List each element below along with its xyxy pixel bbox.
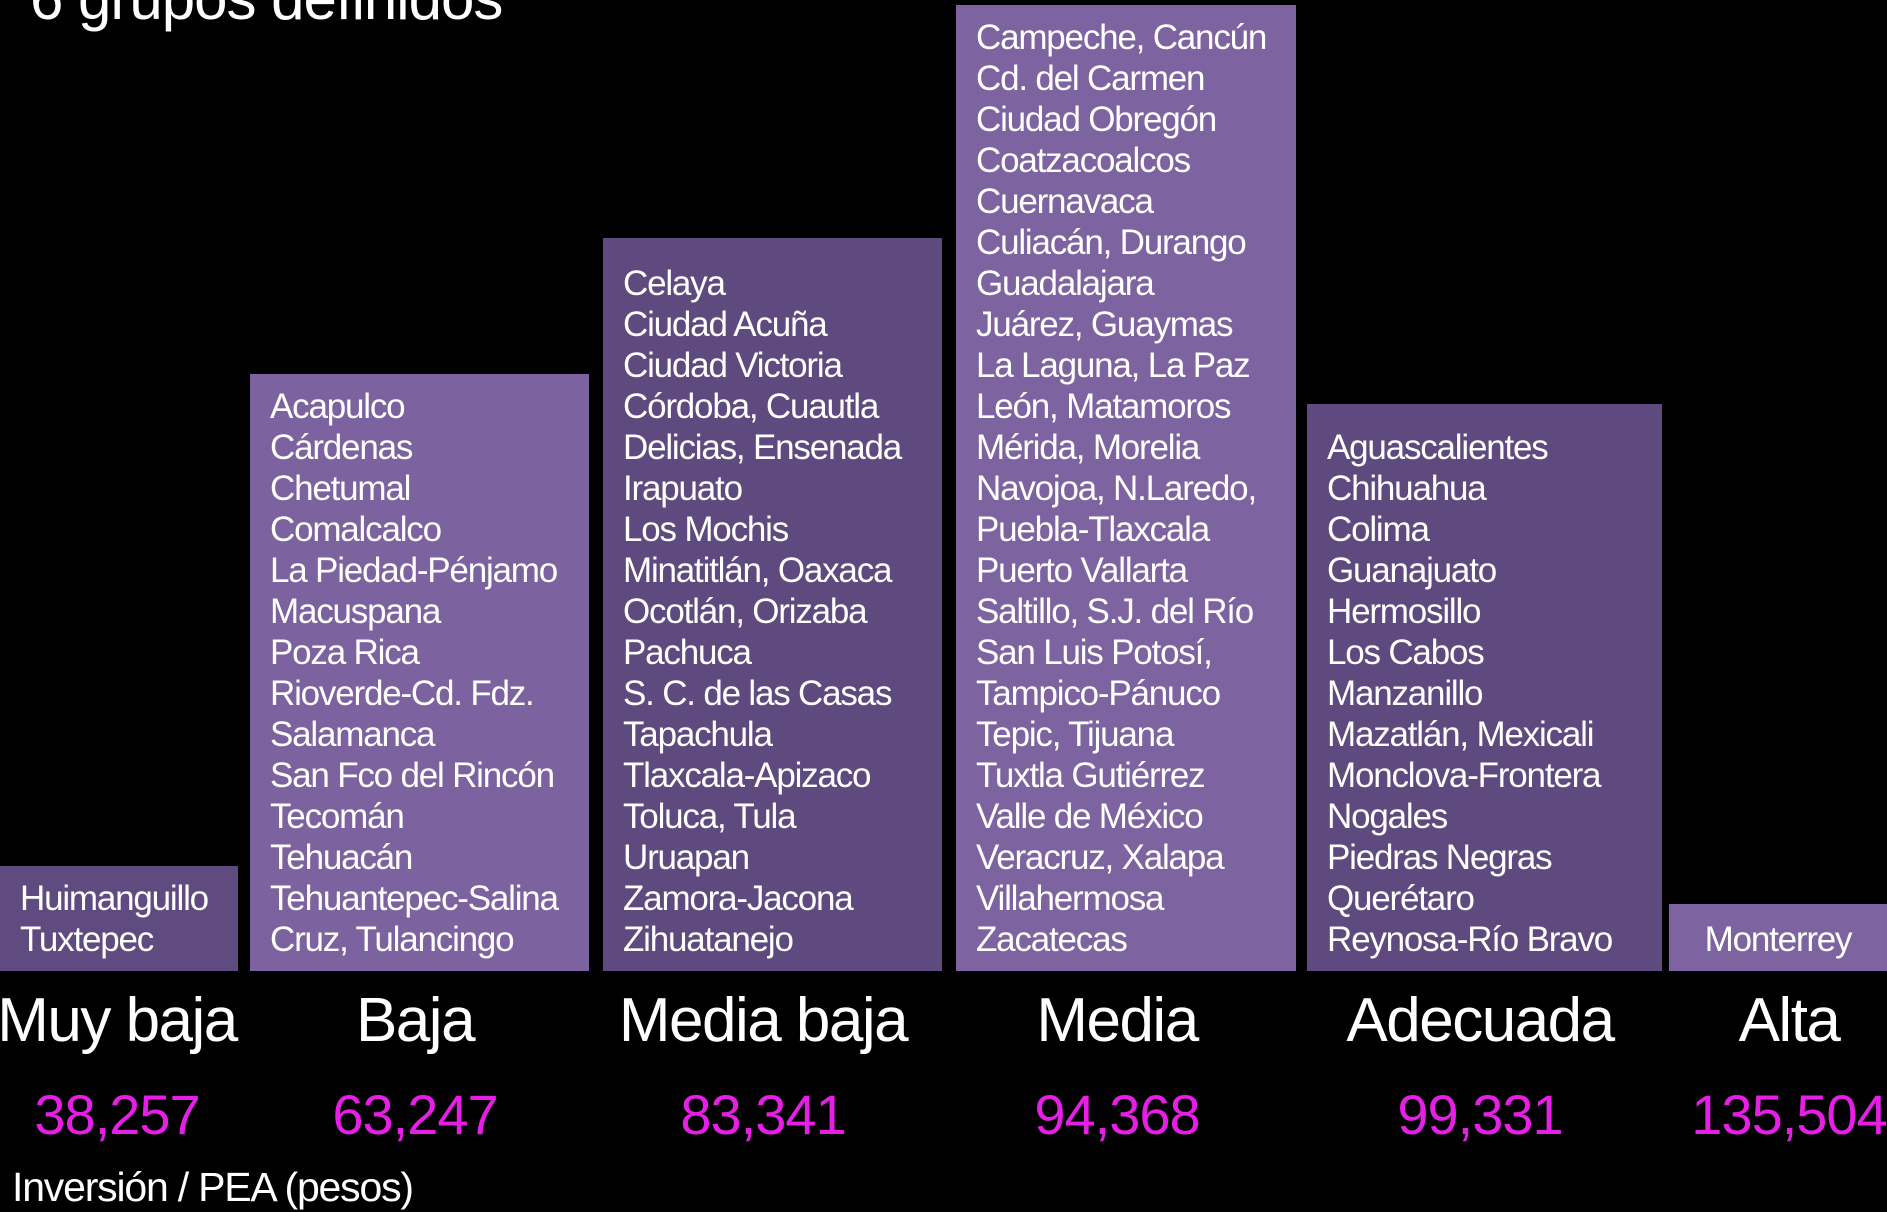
city-name: Manzanillo: [1327, 674, 1484, 713]
city-name: Huimanguillo: [20, 879, 209, 918]
city-name: Tuxtla Gutiérrez: [976, 756, 1206, 795]
city-name: Tepic, Tijuana: [976, 715, 1174, 754]
city-name: Zacatecas: [976, 920, 1128, 959]
city-name: Comalcalco: [270, 510, 442, 549]
city-name: Saltillo, S.J. del Río: [976, 592, 1254, 631]
city-name: Tuxtepec: [20, 920, 154, 959]
city-name: Celaya: [623, 264, 726, 303]
city-name: Campeche, Cancún: [976, 18, 1267, 57]
city-name: Mazatlán, Mexicali: [1327, 715, 1594, 754]
city-name: Minatitlán, Oaxaca: [623, 551, 892, 590]
city-name: Zihuatanejo: [623, 920, 794, 959]
city-name: Macuspana: [270, 592, 441, 631]
city-name: Coatzacoalcos: [976, 141, 1191, 180]
group-box: Celaya Ciudad Acuña Ciudad Victoria Córdoba…: [603, 238, 942, 971]
group-label: Adecuada: [1346, 986, 1615, 1055]
city-name: Reynosa-Río Bravo: [1327, 920, 1613, 959]
city-name: San Luis Potosí,: [976, 633, 1213, 672]
city-name: S. C. de las Casas: [623, 674, 892, 713]
city-name: Navojoa, N.Laredo,: [976, 469, 1257, 508]
city-name: Rioverde-Cd. Fdz.: [270, 674, 535, 713]
city-name: Colima: [1327, 510, 1430, 549]
city-name: Veracruz, Xalapa: [976, 838, 1225, 877]
city-name: San Fco del Rincón: [270, 756, 555, 795]
city-name: Tlaxcala-Apizaco: [623, 756, 872, 795]
city-name: Guadalajara: [976, 264, 1155, 303]
group-value: 83,341: [680, 1083, 846, 1146]
city-name: Aguascalientes: [1327, 428, 1549, 467]
city-name: Acapulco: [270, 387, 406, 426]
city-name: Ciudad Acuña: [623, 305, 828, 344]
city-name: Zamora-Jacona: [623, 879, 854, 918]
city-name: Ciudad Obregón: [976, 100, 1217, 139]
city-name: Delicias, Ensenada: [623, 428, 902, 467]
city-name: Salamanca: [270, 715, 436, 754]
group-label: Media baja: [618, 986, 909, 1055]
city-name: Irapuato: [623, 469, 743, 508]
city-name: La Laguna, La Paz: [976, 346, 1251, 385]
city-name: Juárez, Guaymas: [976, 305, 1233, 344]
city-name: Tehuacán: [270, 838, 413, 877]
slide-title: 6 grupos definidos: [30, 0, 503, 33]
group-value: 135,504: [1691, 1083, 1887, 1146]
axis-caption: Inversión / PEA (pesos): [12, 1164, 414, 1210]
group-box: Monterrey: [1669, 904, 1887, 971]
group-value: 38,257: [34, 1083, 200, 1146]
city-name: La Piedad-Pénjamo: [270, 551, 558, 590]
city-name: Piedras Negras: [1327, 838, 1553, 877]
city-name: Monterrey: [1704, 920, 1853, 959]
group-box: Acapulco Cárdenas Chetumal Comalcalco La Pie…: [250, 374, 589, 971]
city-name: Valle de México: [976, 797, 1204, 836]
city-name: Pachuca: [623, 633, 752, 672]
group-box: Campeche, Cancún Cd. del Carmen Ciudad Obr…: [956, 5, 1296, 971]
group-box: Aguascalientes Chihuahua Colima Guanajuato H…: [1307, 404, 1662, 971]
city-name: Ocotlán, Orizaba: [623, 592, 868, 631]
group-value: 63,247: [332, 1083, 498, 1146]
city-name: Tampico-Pánuco: [976, 674, 1221, 713]
city-name: Querétaro: [1327, 879, 1475, 918]
city-name: Poza Rica: [270, 633, 420, 672]
city-name: Chihuahua: [1327, 469, 1487, 508]
city-name: Cruz, Tulancingo: [270, 920, 515, 959]
group-value: 99,331: [1397, 1083, 1563, 1146]
city-name: Uruapan: [623, 838, 750, 877]
city-name: Puerto Vallarta: [976, 551, 1188, 590]
city-name: Tapachula: [623, 715, 773, 754]
city-name: Tehuantepec-Salina: [270, 879, 559, 918]
city-name: Monclova-Frontera: [1327, 756, 1602, 795]
group-box: Huimanguillo Tuxtepec: [0, 866, 238, 971]
city-name: Los Cabos: [1327, 633, 1485, 672]
city-name: León, Matamoros: [976, 387, 1232, 426]
city-name: Los Mochis: [623, 510, 789, 549]
city-name: Chetumal: [270, 469, 411, 508]
city-name: Cuernavaca: [976, 182, 1154, 221]
city-name: Mérida, Morelia: [976, 428, 1200, 467]
city-name: Tecomán: [270, 797, 405, 836]
city-name: Cárdenas: [270, 428, 413, 467]
group-label: Baja: [355, 986, 476, 1055]
city-name: Ciudad Victoria: [623, 346, 843, 385]
group-label: Muy baja: [0, 986, 238, 1055]
city-name: Nogales: [1327, 797, 1448, 836]
city-name: Cd. del Carmen: [976, 59, 1206, 98]
group-value: 94,368: [1034, 1083, 1200, 1146]
city-name: Culiacán, Durango: [976, 223, 1247, 262]
city-name: Puebla-Tlaxcala: [976, 510, 1210, 549]
city-name: Guanajuato: [1327, 551, 1497, 590]
group-label: Alta: [1738, 986, 1841, 1055]
group-label: Media: [1036, 986, 1199, 1055]
city-name: Villahermosa: [976, 879, 1164, 918]
city-name: Córdoba, Cuautla: [623, 387, 879, 426]
city-name: Toluca, Tula: [623, 797, 797, 836]
city-name: Hermosillo: [1327, 592, 1482, 631]
